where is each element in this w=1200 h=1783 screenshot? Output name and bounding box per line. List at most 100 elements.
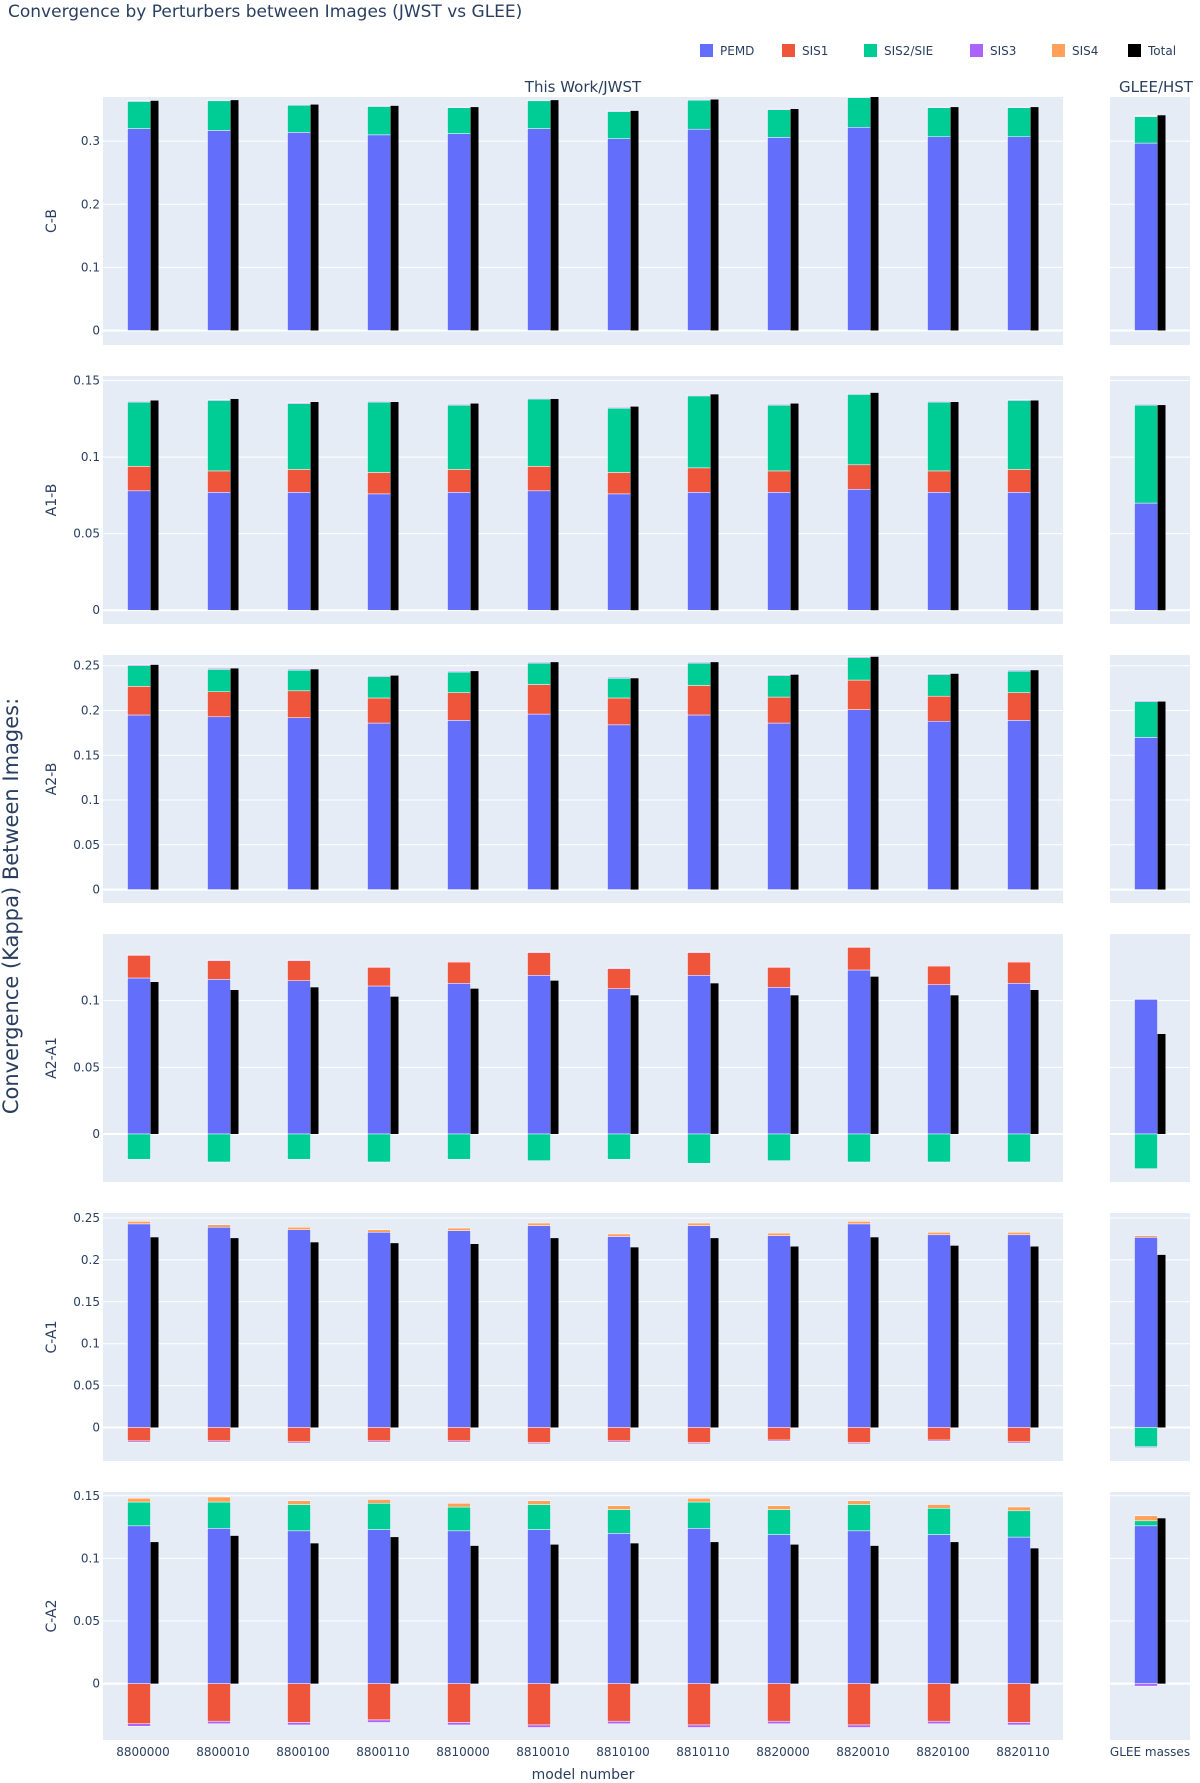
bar-sis1 xyxy=(687,685,711,716)
bar-sis3-glee xyxy=(1134,700,1158,702)
bar-sis2-sie xyxy=(127,1501,151,1527)
bar-sis3 xyxy=(1007,106,1031,108)
bar-pemd xyxy=(607,1533,631,1684)
panel-label: C-A1 xyxy=(44,1320,60,1353)
bar-sis2-sie xyxy=(127,665,151,687)
y-tick-label: 0.05 xyxy=(73,1614,100,1628)
bar-sis3 xyxy=(367,105,391,107)
bar-sis4 xyxy=(527,1500,551,1505)
bar-total xyxy=(630,995,639,1134)
bar-sis2-sie xyxy=(1007,1133,1031,1163)
y-tick-label: 0.15 xyxy=(73,1489,100,1503)
bar-pemd-glee xyxy=(1134,502,1158,611)
bar-pemd xyxy=(127,977,151,1135)
y-tick-label: 0.1 xyxy=(81,1551,100,1565)
bar-sis3 xyxy=(287,104,311,106)
bar-sis3 xyxy=(1007,961,1031,963)
y-tick-label: 0.05 xyxy=(73,838,100,852)
bar-sis2-sie xyxy=(207,669,231,692)
legend-item-sis3[interactable]: SIS3 xyxy=(970,44,1016,58)
bar-sis2-sie xyxy=(927,1133,951,1163)
legend-item-pemd[interactable]: PEMD xyxy=(700,44,754,58)
bar-sis1 xyxy=(607,472,631,495)
bar-sis2-sie xyxy=(927,107,951,138)
bar-sis1 xyxy=(847,947,871,971)
bar-sis3 xyxy=(367,675,391,677)
bar-total xyxy=(470,1545,479,1684)
legend-item-sis2-sie[interactable]: SIS2/SIE xyxy=(864,44,933,58)
bar-sis3 xyxy=(607,407,631,409)
bar-sis4 xyxy=(607,1505,631,1510)
bar-sis3 xyxy=(527,1724,551,1728)
bar-sis3 xyxy=(687,661,711,664)
bar-sis2-sie xyxy=(767,1509,791,1535)
x-tick-label: 8820010 xyxy=(836,1745,889,1759)
x-tick-label: 8800110 xyxy=(356,1745,409,1759)
bar-sis2-sie xyxy=(687,395,711,469)
bar-total xyxy=(710,662,719,890)
bar-sis3 xyxy=(127,954,151,956)
bar-pemd xyxy=(927,1234,951,1428)
bar-pemd xyxy=(767,137,791,331)
legend-item-sis1[interactable]: SIS1 xyxy=(782,44,828,58)
y-tick-label: 0.15 xyxy=(73,374,100,388)
bar-total xyxy=(950,1542,959,1684)
bar-sis2-sie xyxy=(287,403,311,470)
y-tick-label: 0.25 xyxy=(73,659,100,673)
bar-sis3 xyxy=(527,951,551,953)
bar-sis2-sie xyxy=(287,104,311,133)
bar-total xyxy=(230,990,239,1134)
bar-sis4-glee xyxy=(1134,115,1158,117)
legend-label-sis3: SIS3 xyxy=(990,44,1016,58)
panel-label: C-A2 xyxy=(44,1599,60,1632)
y-tick-label: 0.1 xyxy=(81,450,100,464)
bar-sis1 xyxy=(927,965,951,985)
legend-swatch-sis2-sie xyxy=(864,44,877,57)
bar-sis4 xyxy=(1007,1232,1031,1236)
bar-pemd xyxy=(287,980,311,1135)
bar-total-glee xyxy=(1157,405,1166,611)
bar-total xyxy=(710,1238,719,1428)
bar-sis3 xyxy=(447,961,471,963)
bar-sis4 xyxy=(1007,1506,1031,1512)
bar-total xyxy=(1030,670,1039,890)
bar-pemd xyxy=(207,1528,231,1684)
legend-item-total[interactable]: Total xyxy=(1128,44,1176,58)
bar-pemd xyxy=(927,1534,951,1684)
bar-sis1 xyxy=(1007,961,1031,984)
bar-sis1 xyxy=(687,1427,711,1443)
bar-sis3 xyxy=(687,951,711,953)
y-tick-label: 0.2 xyxy=(81,1253,100,1267)
bar-sis3 xyxy=(367,1440,391,1443)
bar-sis2-sie xyxy=(847,657,871,681)
bar-sis2-sie xyxy=(607,111,631,139)
plot-area-jwst xyxy=(103,655,1063,903)
bar-total xyxy=(870,656,879,890)
bar-pemd xyxy=(447,492,471,611)
bar-sis2-sie xyxy=(127,401,151,467)
legend: PEMD SIS1 SIS2/SIE SIS3 SIS4 Total xyxy=(700,44,1176,58)
bar-sis1 xyxy=(527,1427,551,1443)
bar-total xyxy=(790,403,799,611)
bar-sis2-sie xyxy=(367,1503,391,1530)
bar-pemd xyxy=(687,1528,711,1684)
bar-sis3 xyxy=(447,1440,471,1443)
bar-sis2-sie xyxy=(847,394,871,466)
bar-sis3-glee xyxy=(1134,1446,1158,1448)
legend-item-sis4[interactable]: SIS4 xyxy=(1052,44,1098,58)
plot-area-jwst xyxy=(103,97,1063,345)
bar-total xyxy=(710,1542,719,1684)
y-tick-label: 0.25 xyxy=(73,1211,100,1225)
bar-pemd xyxy=(127,490,151,611)
bar-sis3 xyxy=(607,677,631,679)
bar-pemd xyxy=(687,128,711,331)
bar-sis3-glee xyxy=(1134,998,1158,1000)
bar-total xyxy=(790,1246,799,1428)
bar-total xyxy=(710,983,719,1134)
panels: 0 0.1 0.2 0.3 C-B 0 0.05 0.1 0.15 A1-B 0 0.05 0.1 0.1… xyxy=(44,96,1190,1740)
bar-pemd xyxy=(847,969,871,1135)
bar-sis3 xyxy=(447,670,471,673)
chart-title: Convergence by Perturbers between Images… xyxy=(8,2,522,22)
bar-sis3 xyxy=(287,1441,311,1444)
bar-sis1 xyxy=(927,1427,951,1441)
